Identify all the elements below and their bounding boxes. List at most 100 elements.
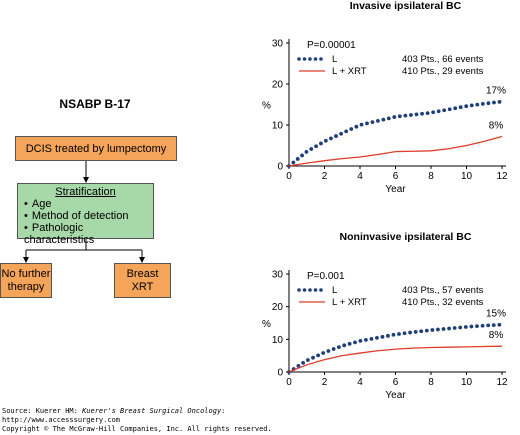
series-point xyxy=(475,324,479,329)
legend-swatch-dot xyxy=(313,288,318,292)
series-point xyxy=(309,147,314,151)
breast-xrt-box: Breast XRT xyxy=(114,263,171,298)
series-point xyxy=(337,345,341,349)
series-point xyxy=(458,105,463,110)
series-point xyxy=(403,113,408,118)
series-point xyxy=(453,106,458,111)
legend-series-name: L xyxy=(332,54,337,65)
series-point xyxy=(300,153,304,158)
series-end-label: 15% xyxy=(486,309,506,320)
p-value: P=0.00001 xyxy=(307,40,356,51)
series-point xyxy=(480,323,485,328)
y-tick-label: 30 xyxy=(272,39,284,50)
legend-series-name: L xyxy=(332,285,337,296)
x-tick-label: 0 xyxy=(286,171,292,182)
legend-series-detail: 403 Pts., 66 events xyxy=(402,54,484,65)
series-end-label: 8% xyxy=(489,330,504,341)
x-tick-label: 0 xyxy=(286,377,292,388)
y-tick-label: 20 xyxy=(272,302,284,313)
series-point xyxy=(420,111,424,116)
series-point xyxy=(365,121,369,126)
dcis-box: DCIS treated by lumpectomy xyxy=(15,136,177,161)
x-tick-label: 12 xyxy=(496,171,508,182)
series-point xyxy=(447,107,452,112)
legend-swatch-dot xyxy=(308,57,312,61)
series-point xyxy=(475,102,480,107)
x-tick-label: 10 xyxy=(461,171,473,182)
series-point xyxy=(331,347,336,351)
series-point xyxy=(376,118,380,123)
series-point xyxy=(414,112,419,117)
series-point xyxy=(431,110,436,115)
x-tick-label: 2 xyxy=(322,171,328,182)
legend-swatch-dot xyxy=(313,57,318,61)
x-tick-label: 10 xyxy=(461,377,473,388)
series-point xyxy=(436,109,441,114)
series-l-xrt-line xyxy=(288,135,503,167)
series-point xyxy=(301,361,306,365)
x-tick-label: 6 xyxy=(393,377,399,388)
chart-svg: Noninvasive ipsilateral BC 0 10 20 30 0 2 4 6 8 10… xyxy=(262,231,508,401)
noninvasive-chart: Noninvasive ipsilateral BC 0 10 20 30 0 2 4 6 8 10… xyxy=(262,230,520,405)
series-point xyxy=(369,336,374,341)
x-tick-label: 8 xyxy=(428,377,434,388)
series-point xyxy=(424,328,429,333)
legend-swatch-dot xyxy=(302,57,307,61)
series-point xyxy=(386,333,390,338)
series-point xyxy=(386,116,391,121)
series-l-dots xyxy=(287,100,502,168)
series-point xyxy=(497,322,502,327)
y-tick-label: 0 xyxy=(277,368,283,379)
breast-xrt-line1: Breast xyxy=(126,267,159,280)
series-point xyxy=(354,124,359,129)
series-point xyxy=(436,327,440,332)
source-citation: Source: Kuerer HM: Kuerer's Breast Surgi… xyxy=(2,407,272,434)
stratification-item-pathologic: Pathologic characteristics xyxy=(24,222,153,246)
series-point xyxy=(314,144,318,149)
series-point xyxy=(321,351,326,355)
series-point xyxy=(397,332,401,336)
y-tick-label: 30 xyxy=(272,270,284,281)
dcis-label: DCIS treated by lumpectomy xyxy=(25,142,167,155)
legend-series-name: L + XRT xyxy=(332,66,367,77)
flowchart-title: NSABP B-17 xyxy=(59,97,131,111)
series-point xyxy=(358,338,363,343)
series-point xyxy=(364,337,368,342)
series-point xyxy=(447,326,451,331)
series-point xyxy=(442,108,447,113)
legend-series-detail: 410 Pts., 29 events xyxy=(402,66,484,77)
legend-swatch-dot xyxy=(308,288,312,292)
series-point xyxy=(375,335,379,340)
chart-svg: Invasive ipsilateral BC 0 10 20 30 0 2 4 6 8 10 12 Y… xyxy=(262,0,508,195)
p-value: P=0.001 xyxy=(307,271,345,282)
series-end-label: 8% xyxy=(489,120,504,131)
x-axis-label: Year xyxy=(385,390,406,401)
series-point xyxy=(323,138,328,143)
chart-title: Noninvasive ipsilateral BC xyxy=(340,231,472,243)
series-point xyxy=(486,323,491,328)
stratification-box: Stratification Age Method of detection P… xyxy=(17,183,154,246)
series-point xyxy=(344,129,349,134)
legend-swatch-dot xyxy=(319,288,323,292)
legend-swatch-dot xyxy=(319,57,323,61)
legend-series-name: L + XRT xyxy=(332,297,367,308)
no-further-therapy-line2: therapy xyxy=(7,280,45,293)
series-point xyxy=(408,330,413,335)
series-point xyxy=(392,115,397,119)
series-point xyxy=(306,358,310,362)
series-point xyxy=(334,134,338,138)
source-colon: : xyxy=(221,407,226,415)
chart-title: Invasive ipsilateral BC xyxy=(350,0,462,12)
series-point xyxy=(319,141,323,146)
series-point xyxy=(402,331,407,336)
series-point xyxy=(316,353,320,358)
y-axis-label: % xyxy=(262,101,271,112)
series-point xyxy=(295,157,300,161)
x-tick-label: 4 xyxy=(357,377,363,388)
series-point xyxy=(380,334,385,339)
series-point xyxy=(497,100,502,104)
y-tick-label: 10 xyxy=(272,335,284,346)
stratification-list: Age Method of detection Pathologic chara… xyxy=(24,198,153,246)
series-point xyxy=(441,327,446,331)
x-tick-label: 2 xyxy=(322,377,328,388)
